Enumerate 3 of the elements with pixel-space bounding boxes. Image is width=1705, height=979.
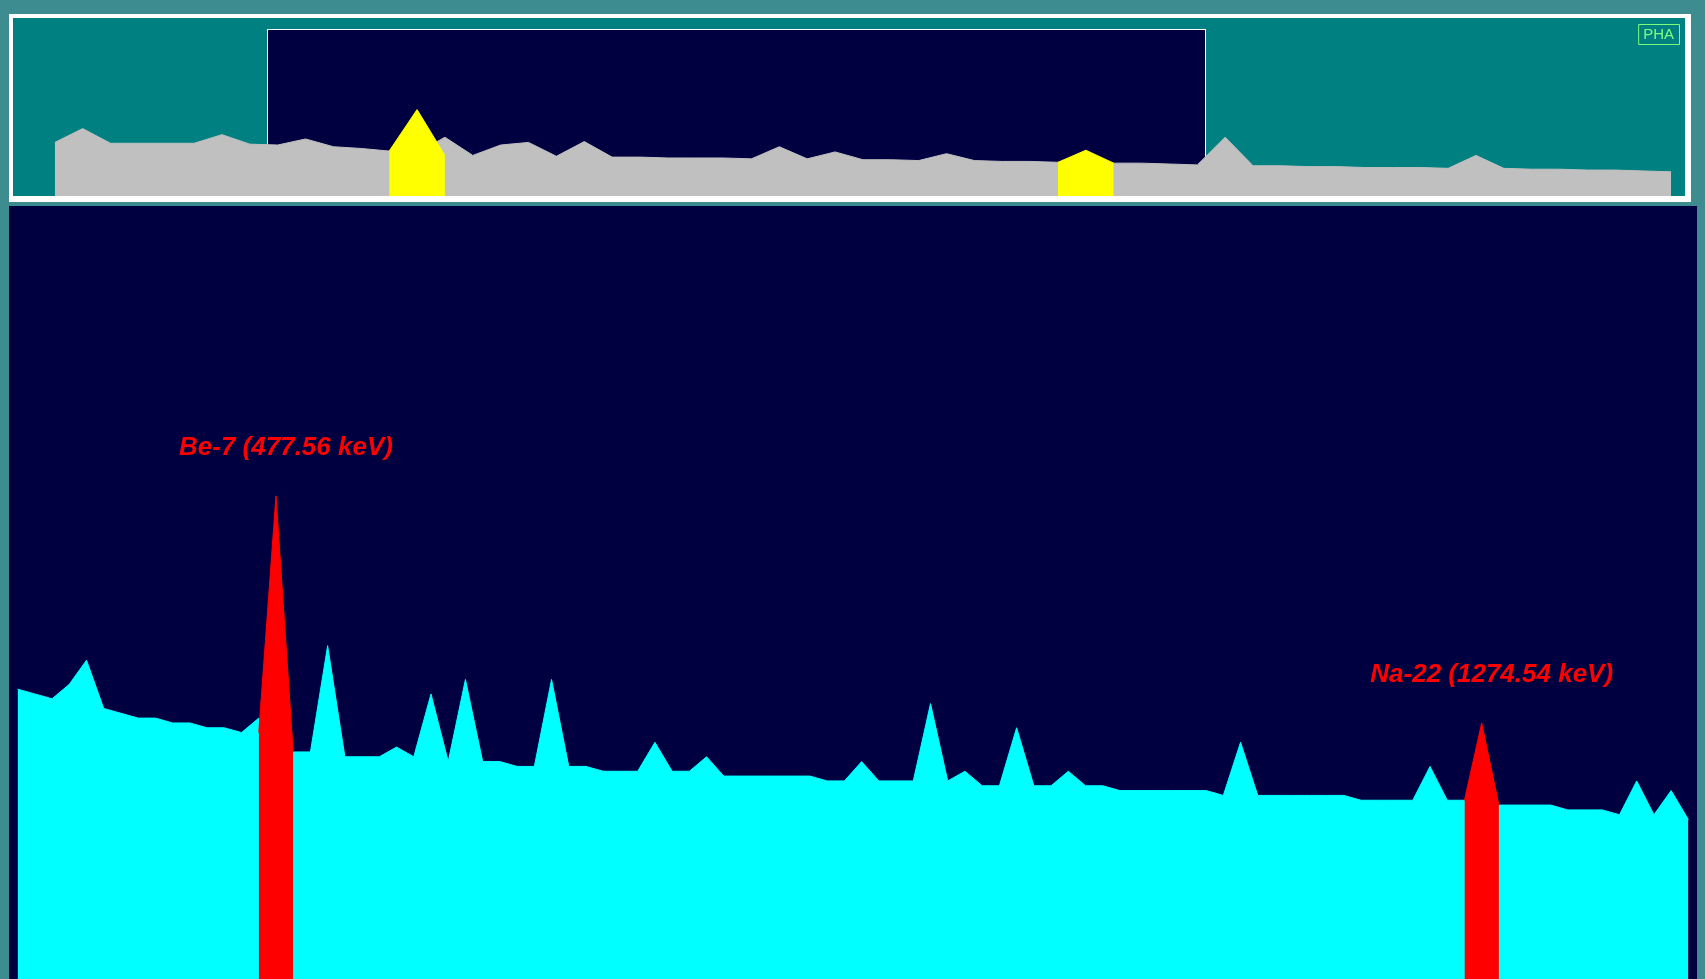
series-label: Na-22 (1274.54 keV) bbox=[1370, 658, 1614, 689]
series-label: Be-7 (477.56 keV) bbox=[179, 431, 393, 462]
text: PHA bbox=[1643, 25, 1674, 43]
